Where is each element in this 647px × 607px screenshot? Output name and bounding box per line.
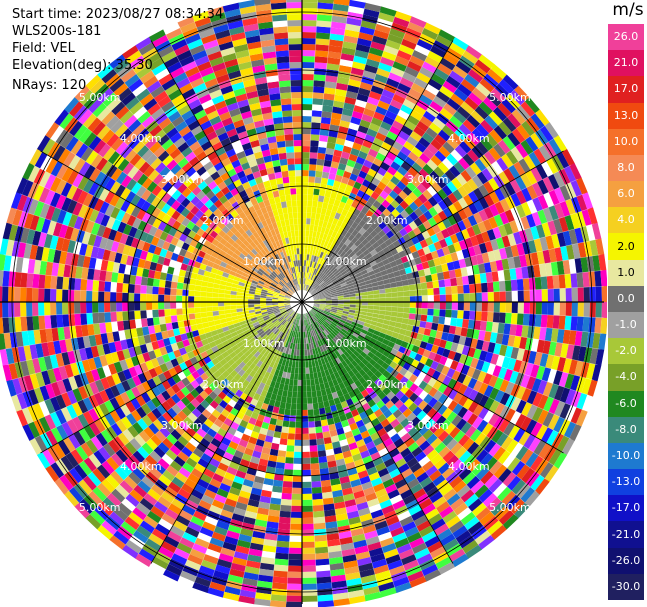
colorbar-tick-label: 1.0 xyxy=(617,265,635,279)
colorbar-segment xyxy=(608,547,644,575)
colorbar-segment xyxy=(608,207,644,234)
colorbar-segment xyxy=(608,50,644,77)
colorbar-unit: m/s xyxy=(612,0,644,20)
colorbar-tick-label: -4.0 xyxy=(615,370,637,384)
colorbar-tick-label: 10.0 xyxy=(613,134,639,148)
colorbar-segment xyxy=(608,259,644,287)
range-ring-label: 2.00km xyxy=(366,214,408,227)
colorbar-tick-label: -17.0 xyxy=(611,501,641,515)
start-time: Start time: 2023/08/27 08:34:34 xyxy=(12,7,224,22)
range-ring-label: 3.00km xyxy=(161,173,203,186)
colorbar-tick-label: 17.0 xyxy=(613,82,639,96)
colorbar-segment xyxy=(608,233,644,261)
colorbar-tick-label: 26.0 xyxy=(613,30,639,44)
velocity-bins xyxy=(0,0,607,607)
range-ring-label: 4.00km xyxy=(120,460,162,473)
colorbar-tick-label: 4.0 xyxy=(617,213,635,227)
colorbar-segment xyxy=(608,521,644,549)
colorbar-tick-label: -1.0 xyxy=(615,318,637,332)
colorbar-segment xyxy=(608,154,644,182)
colorbar-tick-label: -26.0 xyxy=(611,553,641,567)
range-ring-label: 5.00km xyxy=(489,501,531,514)
colorbar-segment xyxy=(608,442,644,470)
range-ring-label: 3.00km xyxy=(161,419,203,432)
range-ring-label: 1.00km xyxy=(325,255,367,268)
colorbar-tick-label: 0.0 xyxy=(617,291,635,305)
colorbar-segment xyxy=(608,24,644,51)
range-ring-label: 4.00km xyxy=(448,132,490,145)
colorbar-segment xyxy=(608,312,644,339)
colorbar-segment xyxy=(608,469,644,496)
colorbar-tick-label: -10.0 xyxy=(611,449,641,462)
colorbar-tick-label: -21.0 xyxy=(611,527,641,541)
field-name: Field: VEL xyxy=(12,41,75,56)
range-ring-label: 4.00km xyxy=(120,132,162,145)
scan-info: Start time: 2023/08/27 08:34:34 WLS200s-… xyxy=(12,6,223,94)
station-name: WLS200s-181 xyxy=(12,24,102,39)
range-ring-label: 2.00km xyxy=(366,378,408,391)
nrays: NRays: 120 xyxy=(12,78,87,93)
range-labels: 1.00km 1.00km 1.00km 1.00km 2.00km 2.00km 2.00… xyxy=(79,91,531,514)
range-ring-label: 4.00km xyxy=(448,460,490,473)
colorbar-tick-label: 21.0 xyxy=(613,56,639,70)
colorbar-tick-label: 13.0 xyxy=(613,108,639,122)
colorbar-tick-label: -8.0 xyxy=(615,422,637,436)
colorbar-tick-label: -13.0 xyxy=(611,475,641,489)
colorbar-tick-label: 2.0 xyxy=(617,239,635,253)
colorbar-segment xyxy=(608,102,644,130)
range-ring-label: 3.00km xyxy=(407,173,449,186)
colorbar-segment xyxy=(608,364,644,392)
colorbar-tick-label: 6.0 xyxy=(617,187,635,201)
colorbar-segment xyxy=(608,128,644,156)
azimuth-spokes xyxy=(0,0,604,604)
colorbar-segment xyxy=(608,76,644,104)
colorbar-segment xyxy=(608,390,644,418)
range-ring-label: 5.00km xyxy=(79,501,121,514)
colorbar-segment xyxy=(608,181,644,208)
colorbar-segment xyxy=(608,573,644,601)
colorbar-tick-label: -6.0 xyxy=(615,396,637,410)
range-ring-label: 1.00km xyxy=(243,337,285,350)
range-ring-label: 1.00km xyxy=(243,255,285,268)
elevation: Elevation(deg): 35.30 xyxy=(12,58,153,73)
colorbar-segment xyxy=(608,338,644,365)
range-ring-label: 5.00km xyxy=(489,91,531,104)
colorbar-segment xyxy=(608,285,644,313)
range-ring-label: 2.00km xyxy=(202,214,244,227)
colorbar-segment xyxy=(608,416,644,444)
colorbar-segment xyxy=(608,495,644,522)
colorbar-tick-label: -2.0 xyxy=(615,344,637,358)
range-ring-label: 3.00km xyxy=(407,419,449,432)
range-ring-label: 1.00km xyxy=(325,337,367,350)
colorbar-tick-label: 8.0 xyxy=(617,161,635,174)
radar-ppi-plot: 1.00km 1.00km 1.00km 1.00km 2.00km 2.00km 2.00… xyxy=(0,0,607,607)
range-ring-label: 5.00km xyxy=(79,91,121,104)
colorbar-tick-label: -30.0 xyxy=(611,579,641,593)
range-ring-label: 2.00km xyxy=(202,378,244,391)
